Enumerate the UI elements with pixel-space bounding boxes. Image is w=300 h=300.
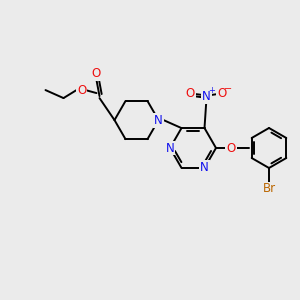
Text: O: O bbox=[77, 84, 86, 97]
Text: O: O bbox=[91, 67, 100, 80]
Text: O: O bbox=[226, 142, 236, 154]
Text: N: N bbox=[200, 161, 209, 174]
Text: N: N bbox=[154, 114, 163, 127]
Text: +: + bbox=[208, 85, 215, 94]
Text: Br: Br bbox=[262, 182, 276, 196]
Text: N: N bbox=[166, 142, 174, 154]
Text: O: O bbox=[217, 87, 226, 100]
Text: N: N bbox=[202, 90, 211, 103]
Text: O: O bbox=[186, 87, 195, 100]
Text: −: − bbox=[224, 84, 232, 94]
